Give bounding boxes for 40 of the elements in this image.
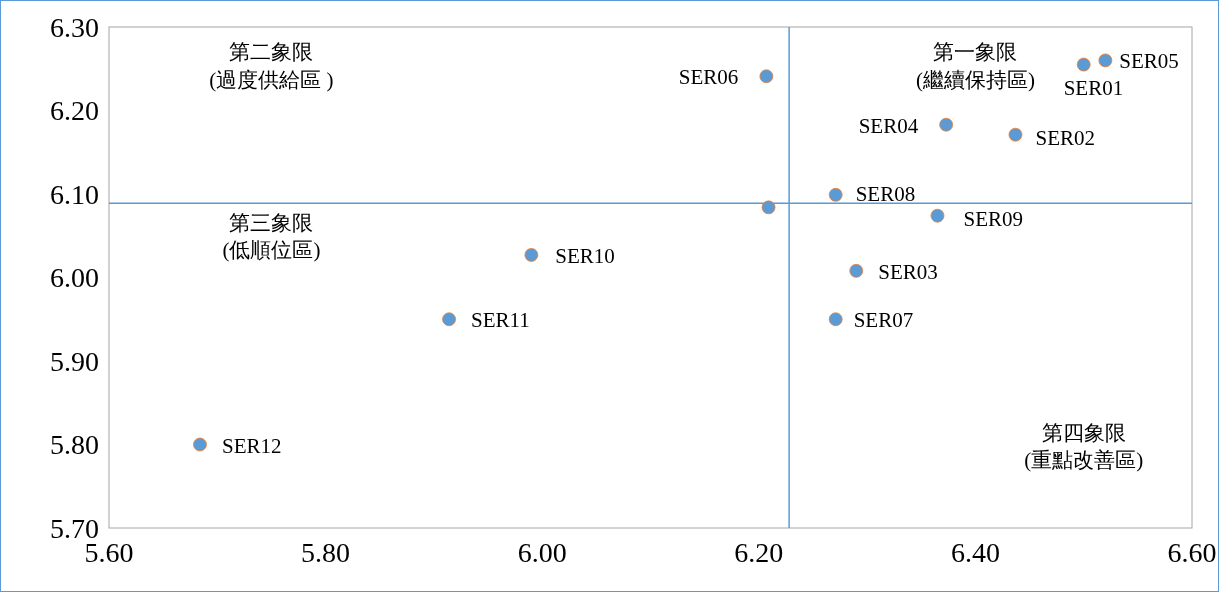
point (849, 263, 864, 278)
point (1076, 57, 1091, 72)
annotation: SER04 (858, 113, 919, 138)
y-tick-label: 5.90 (50, 345, 99, 377)
y-tick-label: 6.30 (50, 11, 99, 43)
x-tick-label: 6.00 (517, 537, 567, 568)
annotation: SER07 (853, 308, 914, 333)
point (930, 208, 945, 223)
point (1008, 127, 1023, 142)
point (524, 248, 539, 262)
annotation: SER11 (471, 308, 530, 333)
point (939, 117, 954, 132)
point (759, 69, 774, 84)
point (761, 200, 776, 215)
x-tick-label: 6.40 (950, 537, 1000, 568)
point (193, 437, 207, 452)
point (828, 187, 843, 202)
y-tick-label: 5.80 (50, 429, 99, 461)
annotation: SER09 (963, 206, 1024, 231)
annotation: 第二象限 (過度供給區 ) (209, 40, 334, 92)
y-tick-label: 6.10 (50, 178, 99, 210)
y-tick-label: 6.20 (50, 95, 99, 127)
annotation: SER10 (555, 243, 615, 268)
point (828, 312, 843, 327)
x-tick-label: 6.20 (734, 537, 784, 568)
annotation: SER03 (878, 259, 938, 284)
annotation: SER05 (1119, 49, 1179, 74)
annotation: 第三象限 (低順位區) (222, 210, 321, 263)
annotation: SER02 (1035, 125, 1095, 150)
annotation: SER12 (221, 433, 282, 458)
annotation: SER06 (678, 65, 739, 90)
x-tick-label: 5.80 (301, 537, 351, 568)
y-tick-label: 6.00 (50, 262, 99, 294)
x-tick-label: 6.60 (1167, 537, 1217, 568)
annotation: SER01 (1063, 75, 1124, 100)
annotation: SER08 (855, 181, 916, 206)
annotation: 第一象限 (繼續保持區) (915, 40, 1035, 92)
point (442, 312, 456, 327)
point (1098, 53, 1113, 68)
annotation: 第四象限 (重點改善區) (1024, 421, 1144, 473)
